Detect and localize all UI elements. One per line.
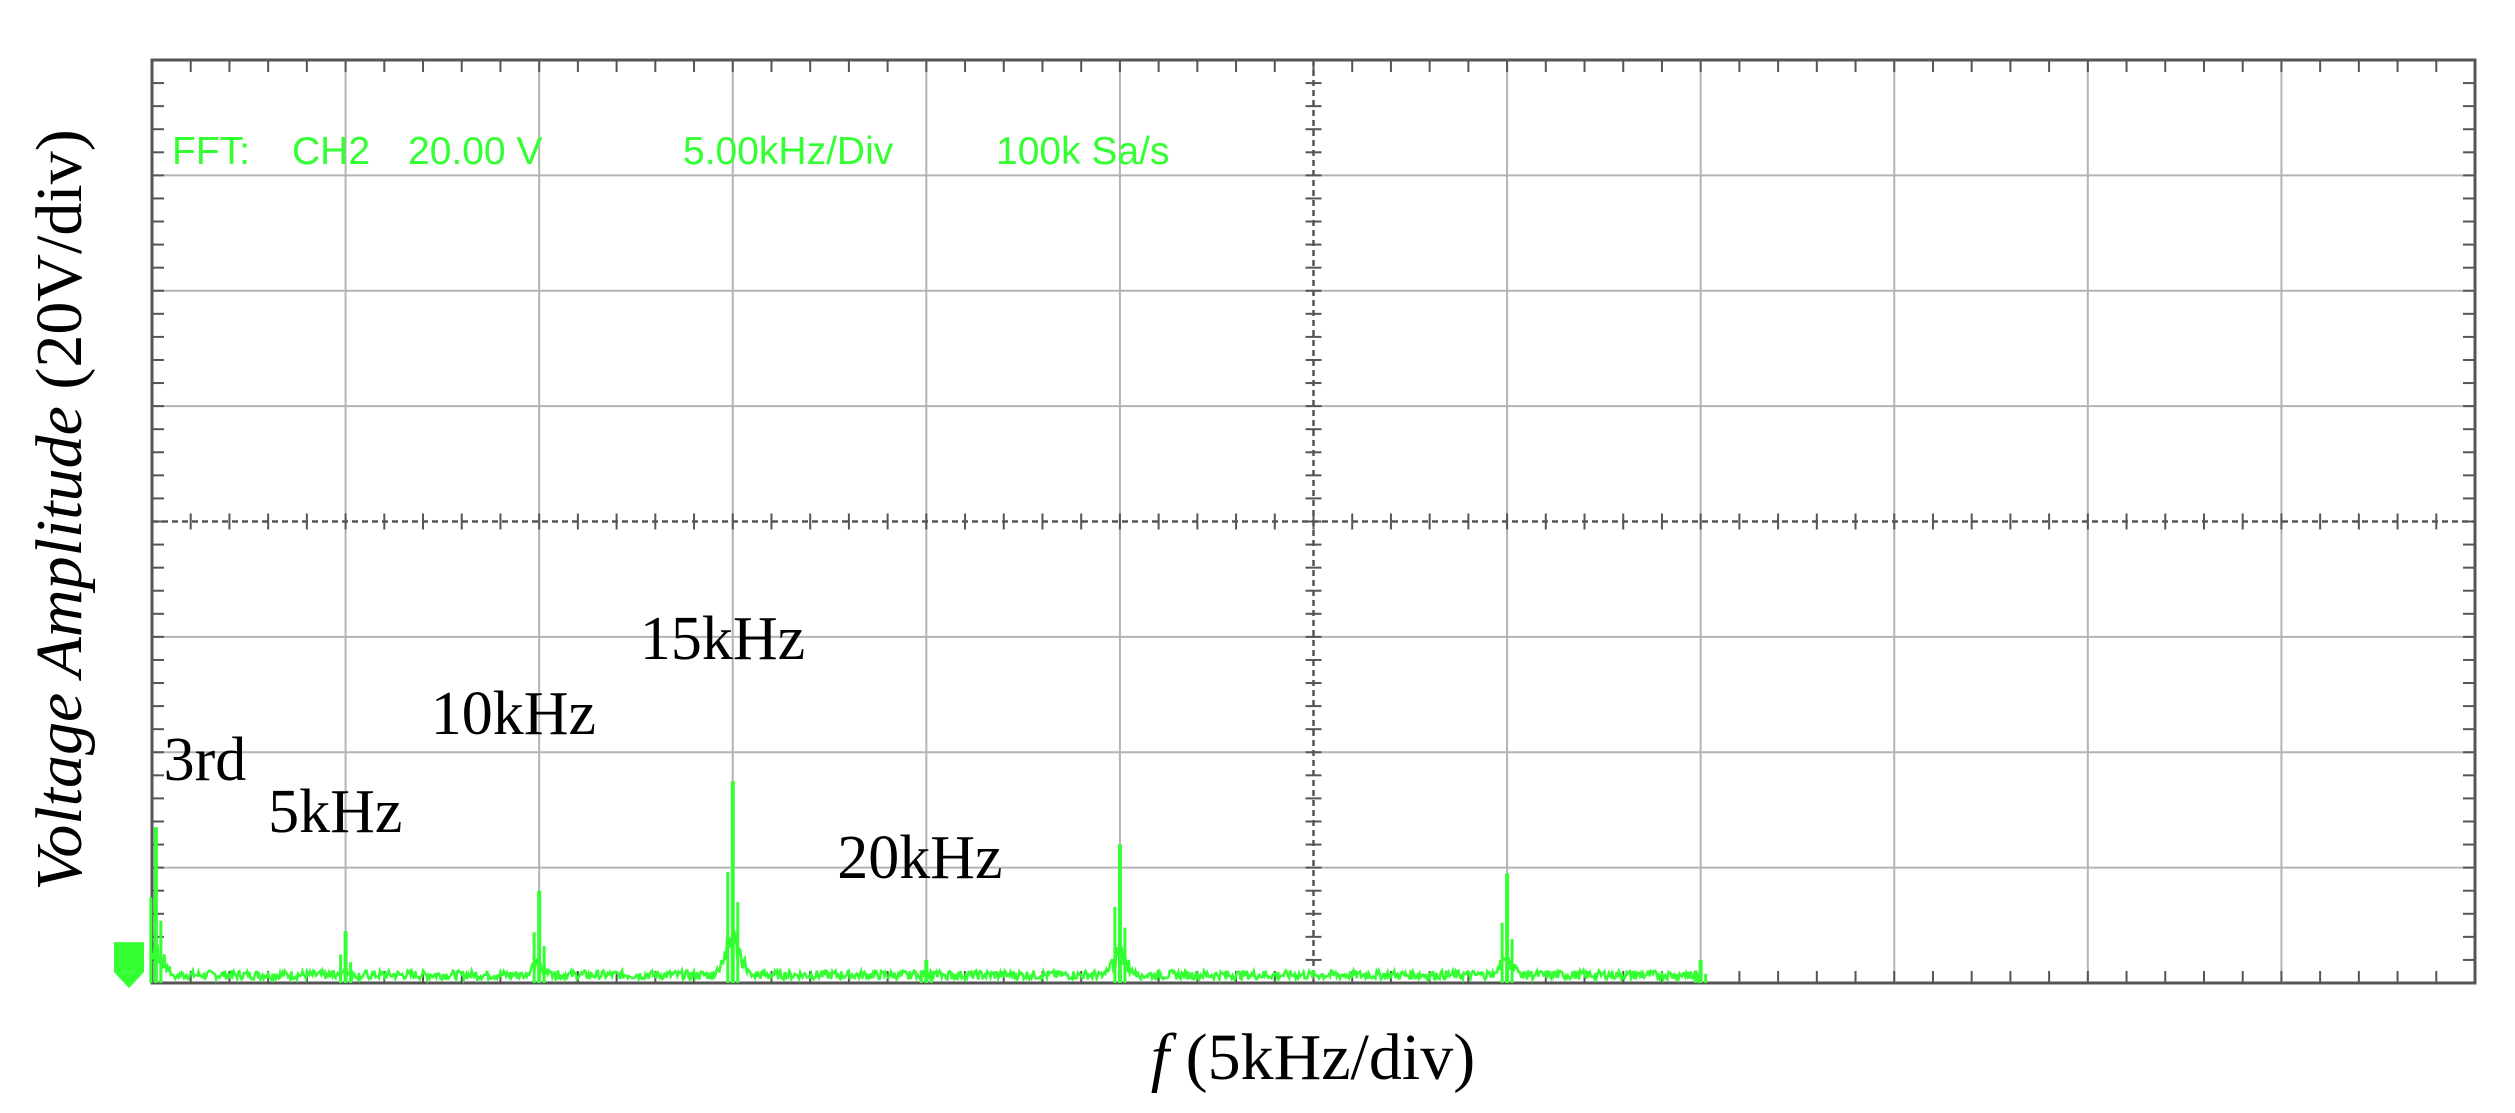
annotation-5khz: 5kHz bbox=[268, 777, 403, 846]
x-axis-label-italic: f bbox=[1150, 1021, 1170, 1094]
y-axis-label-italic: Voltage Amplitude bbox=[23, 406, 96, 891]
header-sample-rate: 100k Sa/s bbox=[996, 130, 1170, 173]
ground-marker bbox=[114, 942, 144, 973]
x-axis-label-unit: (5kHz/div) bbox=[1169, 1021, 1476, 1094]
grid bbox=[150, 58, 2477, 985]
x-axis-label: f (5kHz/div) bbox=[1151, 1020, 1475, 1096]
header-mode: FFT: bbox=[172, 130, 250, 173]
annotation-15khz: 15kHz bbox=[639, 604, 806, 673]
ground-marker-arrow bbox=[114, 972, 144, 989]
spectrum-trace bbox=[114, 781, 1708, 989]
header-scale: 20.00 V bbox=[408, 130, 543, 173]
annotation-20khz: 20kHz bbox=[837, 823, 1003, 892]
y-axis-label: Voltage Amplitude (20V/div) bbox=[22, 129, 98, 890]
y-axis-label-unit: (20V/div) bbox=[23, 129, 96, 407]
annotation-3rd: 3rd bbox=[163, 725, 247, 794]
annotation-10khz: 10kHz bbox=[430, 679, 597, 748]
header-channel: CH2 bbox=[292, 130, 371, 173]
header-timebase: 5.00kHz/Div bbox=[683, 130, 894, 173]
